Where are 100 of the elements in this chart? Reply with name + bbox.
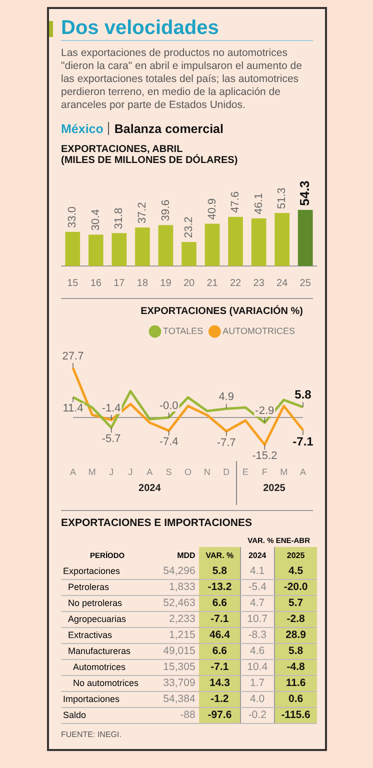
data-label: 54,296 — [154, 564, 200, 580]
data-label: 4.6 — [240, 644, 274, 660]
data-label: 5.8 — [294, 387, 312, 402]
data-label: 52,463 — [154, 596, 200, 612]
category-label: No automotrices — [61, 676, 154, 692]
data-label: 5.8 — [274, 644, 317, 660]
category-label: Importaciones — [61, 692, 154, 708]
category-label: Saldo — [61, 708, 154, 724]
data-label: 5.8 — [199, 564, 241, 580]
data-label: 39.6 — [160, 200, 172, 222]
data-label: -7.1 — [292, 434, 314, 448]
data-label: -88 — [154, 708, 200, 724]
x-tick-label: 19 — [160, 278, 172, 289]
data-label: 37.2 — [136, 202, 148, 224]
legend-label: TOTALES — [162, 326, 204, 336]
text: EXPORTACIONES E IMPORTACIONES — [61, 517, 253, 529]
category-label: Extractivas — [61, 628, 154, 644]
data-label: 4.9 — [218, 391, 234, 404]
data-label: 14.3 — [199, 676, 241, 692]
source-note: FUENTE: INEGI. — [61, 730, 122, 739]
x-tick-label: A — [70, 467, 76, 478]
data-label: -20.0 — [274, 580, 317, 596]
data-label: -7.1 — [199, 660, 241, 676]
data-label: -15.2 — [252, 450, 278, 462]
data-label: 1,833 — [154, 580, 200, 596]
legend-label: 2024 — [240, 547, 274, 564]
data-label: 54.3 — [296, 180, 312, 206]
data-label: -2.8 — [274, 612, 317, 628]
series-label: VAR. % — [199, 547, 241, 564]
x-tick-label: J — [109, 467, 114, 478]
x-tick-label: A — [146, 467, 153, 478]
data-label: 10.4 — [240, 660, 274, 676]
x-tick-label: N — [204, 467, 210, 478]
data-label: 4.1 — [240, 564, 274, 580]
text: Dos velocidades — [61, 17, 219, 40]
text: MDD — [176, 550, 196, 562]
x-tick-label: D — [223, 467, 230, 478]
x-tick-label: 16 — [90, 278, 102, 289]
data-label: 30.4 — [90, 209, 102, 231]
data-label: -2.9 — [255, 405, 274, 418]
x-tick-label: M — [88, 467, 96, 478]
data-label: 33,709 — [154, 676, 200, 692]
x-tick-label: 21 — [206, 278, 218, 289]
data-label: -7.7 — [216, 436, 236, 449]
x-tick-label: 25 — [300, 278, 312, 289]
data-label: 6.6 — [199, 644, 241, 660]
x-tick-label: M — [280, 467, 288, 478]
data-label: 31.8 — [113, 208, 126, 230]
x-tick-label: 20 — [183, 278, 195, 289]
data-label: 2,233 — [154, 612, 200, 628]
x-tick-label: F — [262, 467, 268, 478]
x-tick-label: E — [242, 467, 249, 478]
text: 2025 — [263, 482, 286, 494]
text: 2024 — [138, 482, 162, 494]
data-label: 40.9 — [206, 198, 218, 220]
data-label: 51.3 — [276, 188, 288, 209]
data-label: 46.4 — [199, 628, 241, 644]
data-label: -115.6 — [274, 708, 317, 724]
data-label: -7.1 — [199, 612, 241, 628]
data-label: -8.3 — [240, 628, 274, 644]
data-label: -1.2 — [199, 692, 241, 708]
data-label: 4.7 — [240, 596, 274, 612]
data-label: 47.6 — [230, 191, 242, 213]
data-label: 54,384 — [154, 692, 200, 708]
text: Las exportaciones de productos no automotrices "dieron la cara" en abril e impulsaron el aumento de las exportaciones totales del país; las automotrices perdieron terreno, en medio de la aplicación de aranceles por parte de Estados Unidos. — [61, 47, 303, 112]
x-tick-label: O — [184, 467, 192, 478]
data-label: 1,215 — [154, 628, 200, 644]
chart-title: EXPORTACIONES (VARIACIÓN %) — [140, 304, 303, 317]
data-label: -97.6 — [199, 708, 241, 724]
data-label: -1.4 — [102, 402, 121, 414]
data-label: 23.2 — [183, 216, 196, 238]
data-label: 6.6 — [199, 596, 241, 612]
x-tick-label: 18 — [136, 278, 148, 289]
data-label: -5.4 — [240, 580, 274, 596]
chart-subtitle: (MILES DE MILLONES DE DÓLARES) — [61, 155, 239, 166]
series-label: 2025 — [274, 547, 317, 564]
data-label: -7.4 — [159, 436, 178, 448]
x-tick-label: 24 — [276, 278, 288, 289]
data-label: 27.7 — [62, 350, 84, 363]
data-label: 11.6 — [274, 676, 317, 692]
x-tick-label: 23 — [253, 278, 265, 289]
category-label: Manufactureras — [61, 644, 154, 660]
category-label: Petroleras — [61, 580, 154, 596]
data-label: 49,015 — [154, 644, 200, 660]
category-label: Agropecuarias — [61, 612, 154, 628]
data-label: 15,305 — [154, 660, 200, 676]
data-label: -0.2 — [240, 708, 274, 724]
data-label: 0.6 — [274, 692, 317, 708]
x-tick-label: S — [166, 467, 172, 478]
text: Balanza comercial — [113, 122, 224, 136]
category-label: No petroleras — [61, 596, 154, 612]
legend-label: AUTOMOTRICES — [222, 326, 296, 336]
data-label: 10.7 — [240, 612, 274, 628]
data-label: 1.7 — [240, 676, 274, 692]
data-label: 5.7 — [274, 596, 317, 612]
data-label: 28.9 — [274, 628, 317, 644]
x-tick-label: 22 — [230, 278, 242, 289]
data-label: -5.7 — [102, 433, 121, 446]
data-label: 11.4 — [62, 402, 84, 415]
x-tick-label: 15 — [67, 278, 79, 289]
